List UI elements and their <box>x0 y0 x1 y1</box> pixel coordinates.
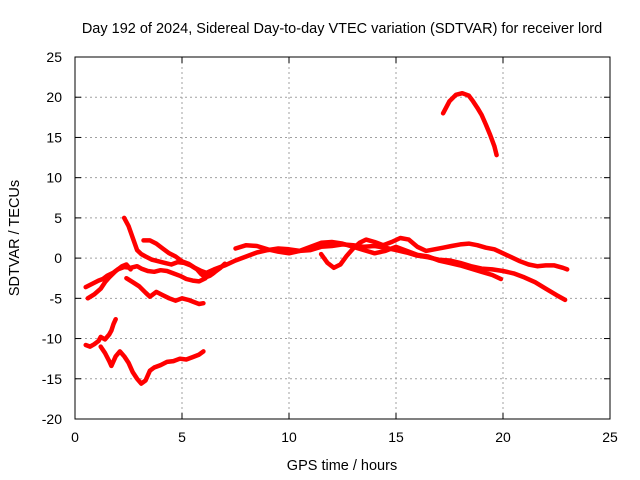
x-tick-label: 5 <box>178 429 186 445</box>
y-tick-label: 15 <box>46 129 62 145</box>
y-tick-label: 25 <box>46 49 62 65</box>
chart-title: Day 192 of 2024, Sidereal Day-to-day VTE… <box>82 21 602 37</box>
series-line-arc-2 <box>85 262 133 301</box>
y-tick-label: -20 <box>42 411 62 427</box>
series-line-arc-6 <box>83 316 118 349</box>
series-line-arc-5 <box>124 275 206 307</box>
y-tick-label: 20 <box>46 89 62 105</box>
y-axis-label: SDTVAR / TECUs <box>7 180 23 296</box>
series-line-arc-11 <box>440 90 499 158</box>
x-tick-label: 25 <box>602 429 618 445</box>
y-tick-label: -10 <box>42 331 62 347</box>
y-tick-label: 5 <box>54 210 62 226</box>
y-tick-label: 0 <box>54 250 62 266</box>
plot-frame <box>74 56 611 420</box>
x-tick-label: 10 <box>281 429 297 445</box>
y-tick-label: -5 <box>50 290 63 306</box>
series-line-arc-4 <box>141 238 228 277</box>
x-tick-label: 20 <box>495 429 511 445</box>
tick-layer: 0 5 10 15 20 25 -20 -15 -10 -5 0 5 10 15 20 25 <box>42 49 618 445</box>
grid-layer <box>75 57 610 419</box>
series-line-arc-9 <box>233 239 504 282</box>
series-layer <box>83 90 570 386</box>
y-tick-label: -15 <box>42 371 62 387</box>
x-axis-label: GPS time / hours <box>287 458 397 474</box>
y-tick-label: 10 <box>46 170 62 186</box>
x-tick-label: 15 <box>388 429 404 445</box>
series-line-arc-1 <box>83 263 208 290</box>
series-line-arc-8 <box>201 242 568 303</box>
series-line-arc-10 <box>318 235 570 272</box>
series-line-arc-7 <box>98 344 206 386</box>
x-tick-label: 0 <box>71 429 79 445</box>
